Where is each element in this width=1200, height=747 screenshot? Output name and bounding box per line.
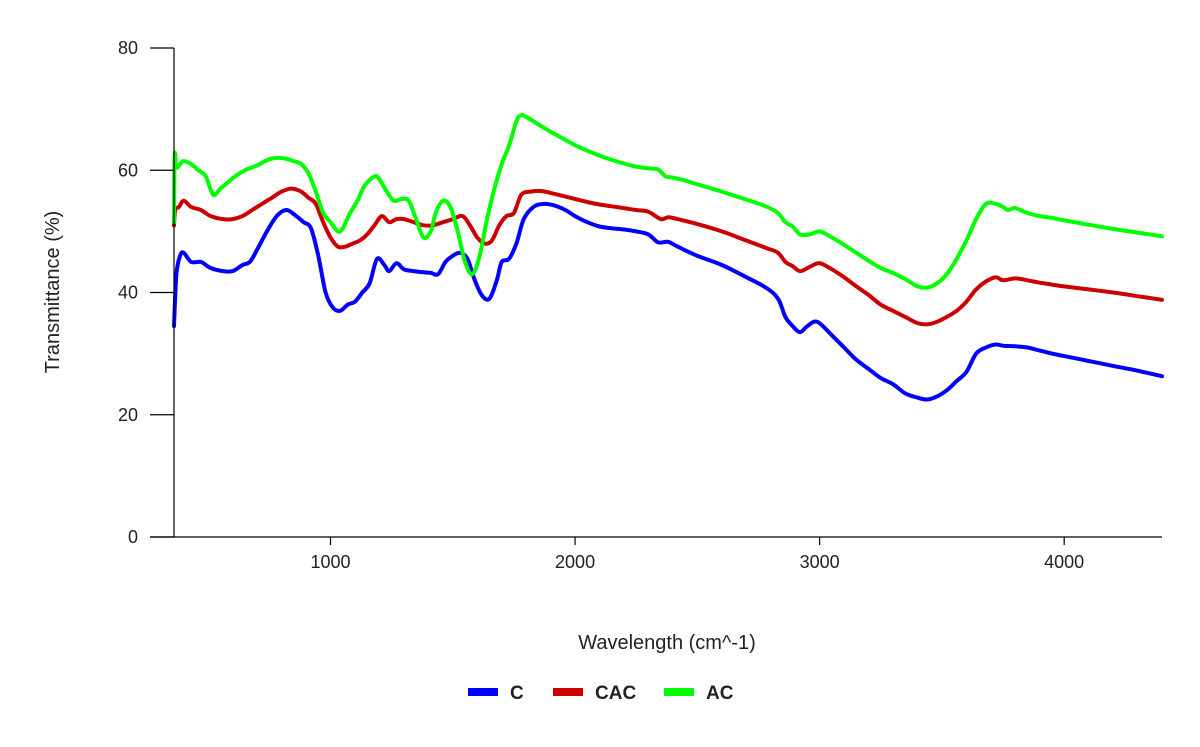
y-axis-title: Transmittance (%)	[42, 211, 64, 374]
x-tick-label: 2000	[555, 552, 595, 572]
legend: C CAC AC	[468, 683, 734, 704]
x-tick-label: 4000	[1044, 552, 1084, 572]
x-axis-title: Wavelength (cm^-1)	[578, 632, 756, 654]
ticks-layer: 0 20 40 60 80 1000 2000 3000 4000	[118, 38, 1084, 572]
legend-label-cac: CAC	[595, 683, 636, 704]
series-line-cac	[172, 186, 1164, 327]
legend-swatch-c	[468, 688, 498, 696]
series-line-c	[172, 201, 1164, 402]
legend-label-ac: AC	[706, 683, 734, 704]
y-tick-label: 20	[118, 405, 138, 425]
y-tick-label: 0	[128, 527, 138, 547]
legend-swatch-cac	[553, 688, 583, 696]
series-line-ac	[172, 113, 1164, 290]
y-tick-label: 40	[118, 283, 138, 303]
legend-swatch-ac	[664, 688, 694, 696]
y-tick-label: 60	[118, 160, 138, 180]
y-tick-label: 80	[118, 38, 138, 58]
x-tick-label: 1000	[310, 552, 350, 572]
legend-label-c: C	[510, 683, 524, 704]
series-layer	[172, 113, 1164, 402]
axes-layer	[150, 48, 1162, 538]
x-tick-label: 3000	[800, 552, 840, 572]
